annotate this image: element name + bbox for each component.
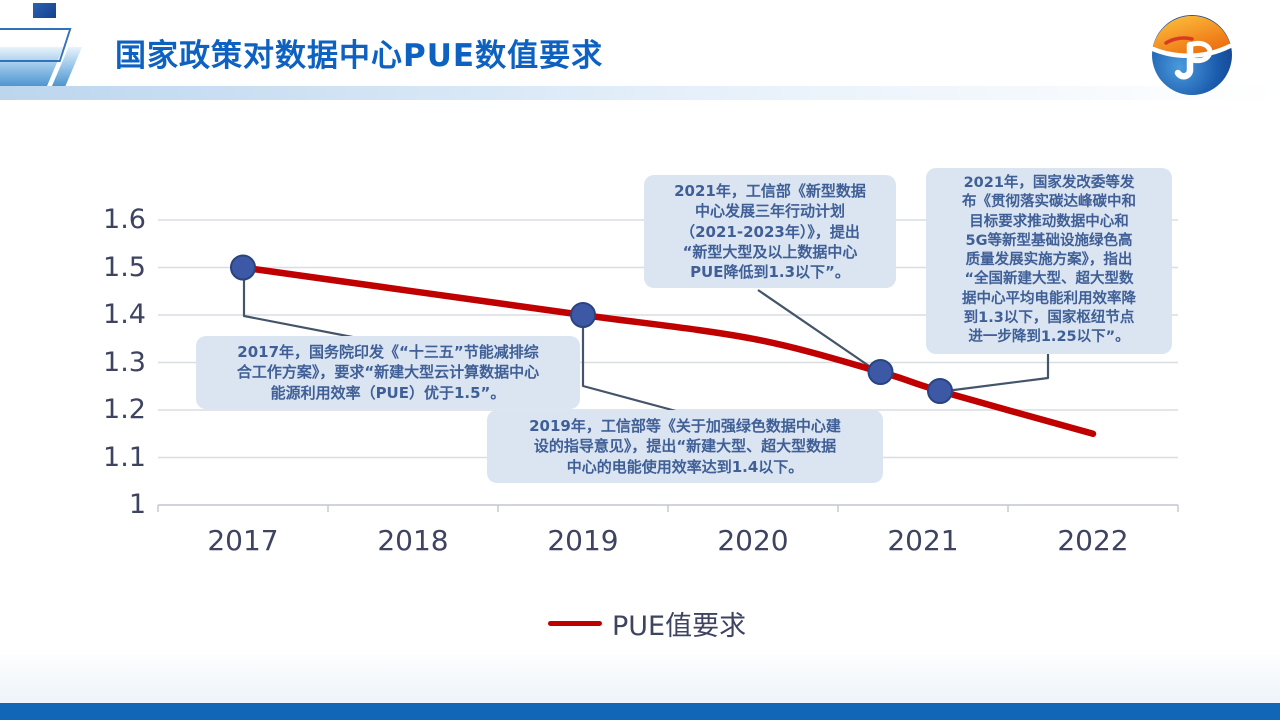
x-axis-label: 2021 [887, 524, 959, 557]
y-axis-label: 1.5 [103, 251, 146, 283]
x-axis-label: 2018 [377, 524, 449, 557]
y-axis-label: 1 [128, 489, 146, 520]
logo-orange-cap [1153, 15, 1231, 57]
legend-label: PUE值要求 [612, 611, 747, 642]
data-point-marker [927, 378, 953, 404]
logo-letter-bowl [1187, 40, 1213, 64]
logo-letter-stem [1174, 41, 1194, 80]
company-logo-icon [1150, 15, 1233, 95]
callout-2021-ndrc-policy: 2021年，国家发改委等发 布《贯彻落实碳达峰碳中和 目标要求推动数据中心和 5… [926, 168, 1172, 354]
callout-2021-miit-policy: 2021年，工信部《新型数据 中心发展三年行动计划 （2021-2023年）》，… [644, 175, 896, 289]
data-point-marker [867, 359, 894, 385]
footer-bar [0, 703, 1280, 720]
logo-red-accent [1164, 36, 1194, 45]
page-title: 国家政策对数据中心PUE数值要求 [115, 38, 604, 74]
callout-connector [945, 354, 1050, 393]
chart-legend: PUE值要求 [548, 604, 746, 643]
callout-connector [581, 327, 677, 413]
x-axis-label: 2017 [207, 524, 279, 557]
data-point-marker [570, 302, 596, 328]
y-axis-label: 1.3 [103, 346, 146, 378]
y-axis-label: 1.2 [103, 394, 146, 425]
callout-2017-policy: 2017年，国务院印发《“十三五”节能减排综 合工作方案》，要求“新建大型云计算… [196, 336, 580, 409]
callout-connector [242, 278, 369, 342]
callout-connector [757, 289, 873, 369]
callout-2019-policy: 2019年，工信部等《关于加强绿色数据中心建 设的指导意见》，提出“新建大型、超… [487, 410, 883, 483]
y-axis-label: 1.1 [103, 441, 146, 473]
x-axis-label: 2019 [547, 524, 619, 557]
x-axis-label: 2020 [717, 524, 789, 557]
y-axis-label: 1.6 [103, 204, 146, 235]
y-axis-label: 1.4 [103, 299, 146, 330]
x-axis-labels: 2017 2018 2019 2020 2021 2022 [0, 524, 1280, 564]
legend-line-swatch [548, 621, 602, 626]
header-decoration-square [33, 3, 56, 18]
footer-gradient [0, 648, 1280, 703]
data-point-marker [230, 254, 256, 281]
x-axis-label: 2022 [1057, 524, 1129, 557]
header-divider [0, 86, 1280, 100]
